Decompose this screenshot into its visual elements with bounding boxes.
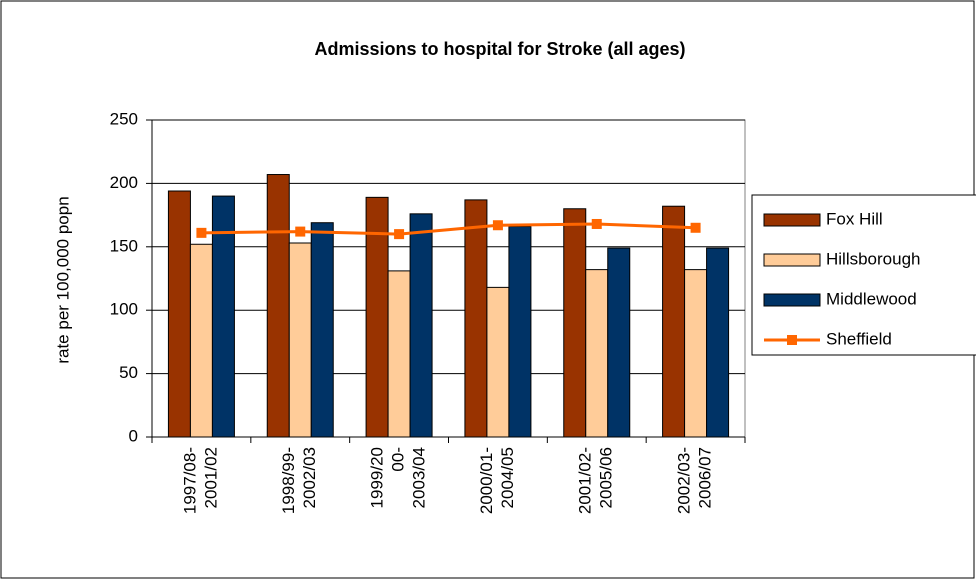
line xyxy=(201,222,696,236)
line-marker xyxy=(591,218,602,229)
plot-area xyxy=(151,119,746,438)
line-marker xyxy=(394,229,405,240)
legend-label: Sheffield xyxy=(826,329,892,348)
legend-label: Fox Hill xyxy=(826,209,883,228)
y-tick-label: 50 xyxy=(119,363,138,382)
x-tick-label: 2006/07 xyxy=(696,447,715,508)
x-tick-label: 2001/02- xyxy=(576,447,595,514)
legend-swatch xyxy=(763,213,821,227)
bar xyxy=(607,247,631,438)
x-tick-label: 1998/99- xyxy=(279,447,298,514)
x-tick-label: 2002/03 xyxy=(300,447,319,508)
y-tick-label: 150 xyxy=(110,236,138,255)
line-marker xyxy=(690,222,701,233)
line-marker xyxy=(295,226,306,237)
x-tick-label: 2002/03- xyxy=(675,447,694,514)
legend-swatch xyxy=(787,335,797,345)
legend-label: Middlewood xyxy=(826,289,917,308)
x-tick-label: 2005/06 xyxy=(597,447,616,508)
y-tick-label: 0 xyxy=(129,426,138,445)
bar xyxy=(387,270,411,438)
x-tick-label: 2003/04 xyxy=(410,447,429,508)
bar xyxy=(662,205,686,438)
bar xyxy=(189,243,213,438)
bar xyxy=(288,242,312,438)
y-tick-label: 100 xyxy=(110,300,138,319)
legend-label: Hillsborough xyxy=(826,249,921,268)
line-marker xyxy=(196,227,207,238)
bar xyxy=(266,174,290,438)
x-tick-label: 1997/08- xyxy=(180,447,199,514)
bar xyxy=(706,247,730,438)
x-tick-label: 2000/01- xyxy=(477,447,496,514)
legend-swatch xyxy=(763,253,821,267)
y-tick-label: 200 xyxy=(110,173,138,192)
bar xyxy=(684,269,708,438)
x-tick-label: 2001/02 xyxy=(201,447,220,508)
line-marker xyxy=(492,220,503,231)
bar xyxy=(486,286,510,438)
x-tick-label: 2004/05 xyxy=(498,447,517,508)
bar xyxy=(310,222,334,438)
bar xyxy=(211,195,235,438)
x-tick-label: 1999/20 xyxy=(368,447,387,508)
bar xyxy=(409,213,433,438)
bar xyxy=(167,190,191,438)
chart-title: Admissions to hospital for Stroke (all a… xyxy=(314,39,685,59)
bar xyxy=(508,226,532,438)
bar xyxy=(585,269,609,438)
y-axis-label: rate per 100,000 popn xyxy=(53,196,72,363)
bar xyxy=(464,199,488,438)
bar xyxy=(563,208,587,438)
x-tick-label: 00- xyxy=(389,447,408,472)
y-tick-label: 250 xyxy=(110,109,138,128)
legend-swatch xyxy=(763,293,821,307)
